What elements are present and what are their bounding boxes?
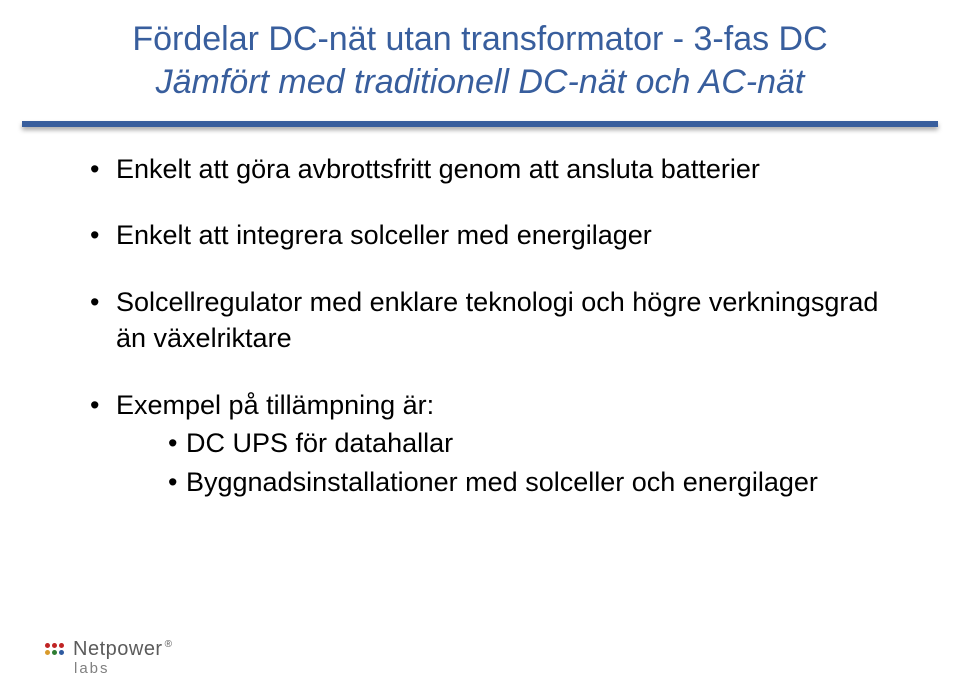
slide-title: Fördelar DC-nät utan transformator - 3-f… — [40, 18, 920, 61]
sub-bullet-text: Byggnadsinstallationer med solceller och… — [186, 467, 818, 497]
slide-subtitle: Jämfört med traditionell DC-nät och AC-n… — [40, 61, 920, 104]
bullet-list: Enkelt att göra avbrottsfritt genom att … — [90, 151, 890, 500]
bullet-text: Solcellregulator med enklare teknologi o… — [116, 287, 878, 353]
logo-mark-icon — [44, 642, 65, 656]
sub-bullet-item: DC UPS för datahallar — [168, 425, 890, 461]
logo-name-text: Netpower — [73, 638, 163, 660]
bullet-item: Enkelt att integrera solceller med energ… — [90, 217, 890, 253]
slide: Fördelar DC-nät utan transformator - 3-f… — [0, 0, 960, 698]
logo-dot-row — [44, 642, 65, 649]
bullet-item: Exempel på tillämpning är: DC UPS för da… — [90, 387, 890, 500]
logo-sub: labs — [74, 661, 172, 676]
sub-bullet-text: DC UPS för datahallar — [186, 428, 453, 458]
logo-dot — [59, 650, 64, 655]
logo-dot-row — [44, 649, 65, 656]
bullet-item: Solcellregulator med enklare teknologi o… — [90, 284, 890, 357]
logo-text: Netpower® labs — [73, 639, 172, 676]
logo: Netpower® labs — [44, 639, 172, 676]
sub-bullet-list: DC UPS för datahallar Byggnadsinstallati… — [168, 425, 890, 500]
registered-icon: ® — [165, 639, 173, 650]
logo-dot — [52, 650, 57, 655]
logo-name: Netpower® — [73, 639, 172, 659]
logo-dot — [52, 643, 57, 648]
logo-dot — [45, 650, 50, 655]
sub-bullet-item: Byggnadsinstallationer med solceller och… — [168, 464, 890, 500]
bullet-text: Exempel på tillämpning är: — [116, 390, 434, 420]
slide-content: Enkelt att göra avbrottsfritt genom att … — [0, 127, 960, 500]
slide-header: Fördelar DC-nät utan transformator - 3-f… — [0, 0, 960, 111]
logo-dot — [45, 643, 50, 648]
bullet-text: Enkelt att integrera solceller med energ… — [116, 220, 652, 250]
bullet-item: Enkelt att göra avbrottsfritt genom att … — [90, 151, 890, 187]
logo-dot — [59, 643, 64, 648]
bullet-text: Enkelt att göra avbrottsfritt genom att … — [116, 154, 760, 184]
